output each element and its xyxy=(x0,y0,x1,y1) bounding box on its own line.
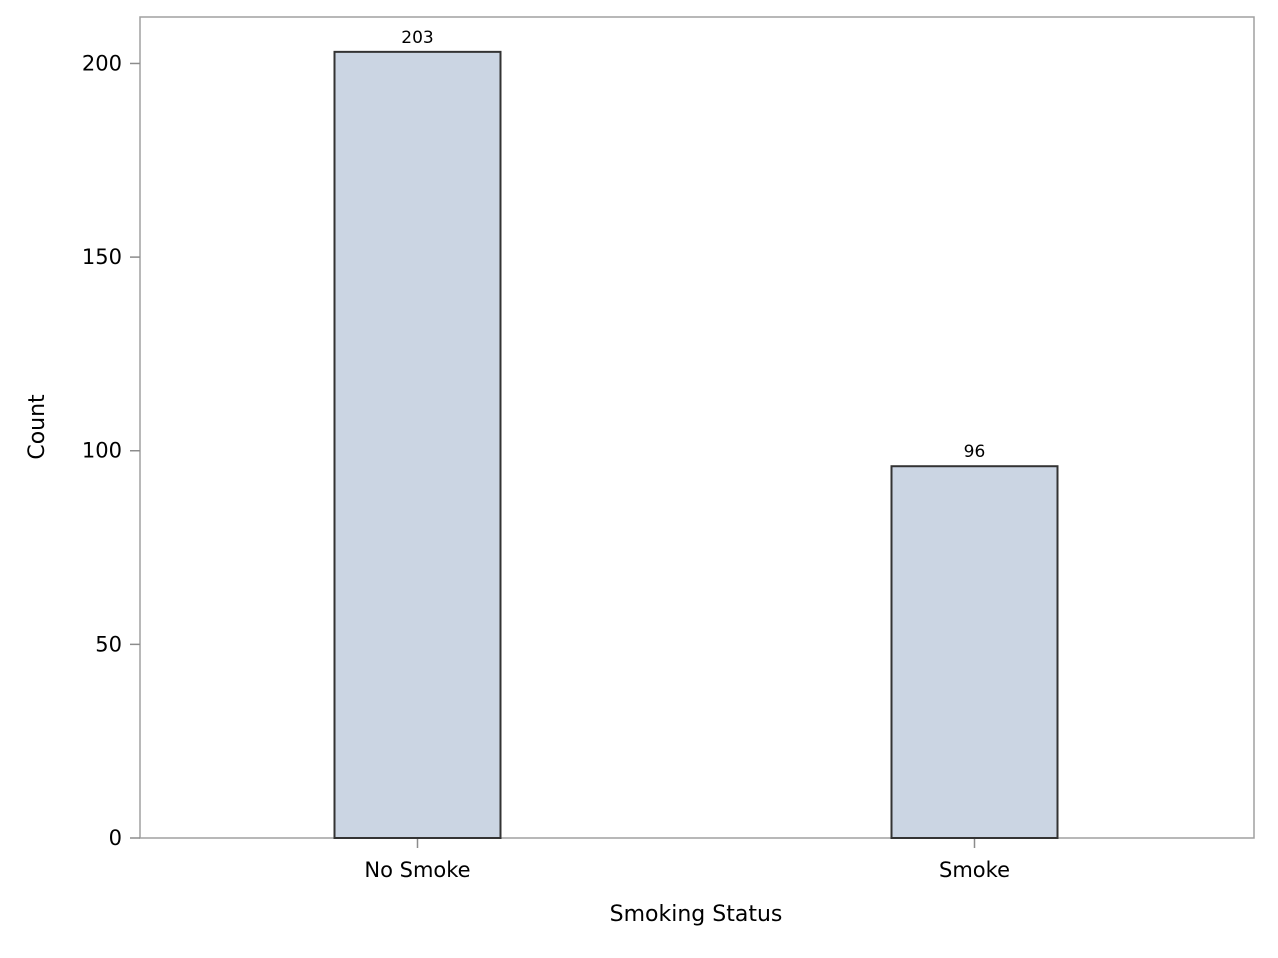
bar-no-smoke xyxy=(333,50,502,840)
x-axis-title: Smoking Status xyxy=(610,902,783,927)
y-tick-label: 0 xyxy=(109,826,122,850)
x-axis: No Smoke Smoke xyxy=(364,838,1010,882)
y-tick-label: 200 xyxy=(82,51,122,75)
plot-frame xyxy=(139,16,1255,839)
x-tick-label: No Smoke xyxy=(364,858,470,882)
data-label: 203 xyxy=(401,28,433,48)
x-tick-label: Smoke xyxy=(939,858,1010,882)
data-label: 96 xyxy=(964,442,986,462)
y-tick-label: 100 xyxy=(82,439,122,463)
bar-smoke xyxy=(890,465,1059,839)
bars: 203 96 xyxy=(333,28,1059,840)
y-axis: 0 50 100 150 200 xyxy=(82,51,140,850)
y-tick-label: 50 xyxy=(95,632,122,656)
y-axis-title: Count xyxy=(25,394,50,460)
y-tick-label: 150 xyxy=(82,245,122,269)
